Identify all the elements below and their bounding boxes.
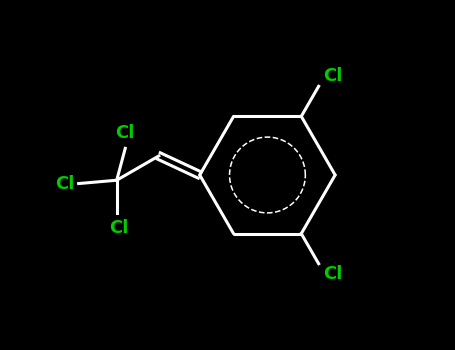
- Text: Cl: Cl: [55, 175, 75, 193]
- Text: Cl: Cl: [323, 265, 343, 284]
- Text: Cl: Cl: [109, 219, 128, 237]
- Text: Cl: Cl: [323, 66, 343, 85]
- Text: Cl: Cl: [116, 124, 135, 142]
